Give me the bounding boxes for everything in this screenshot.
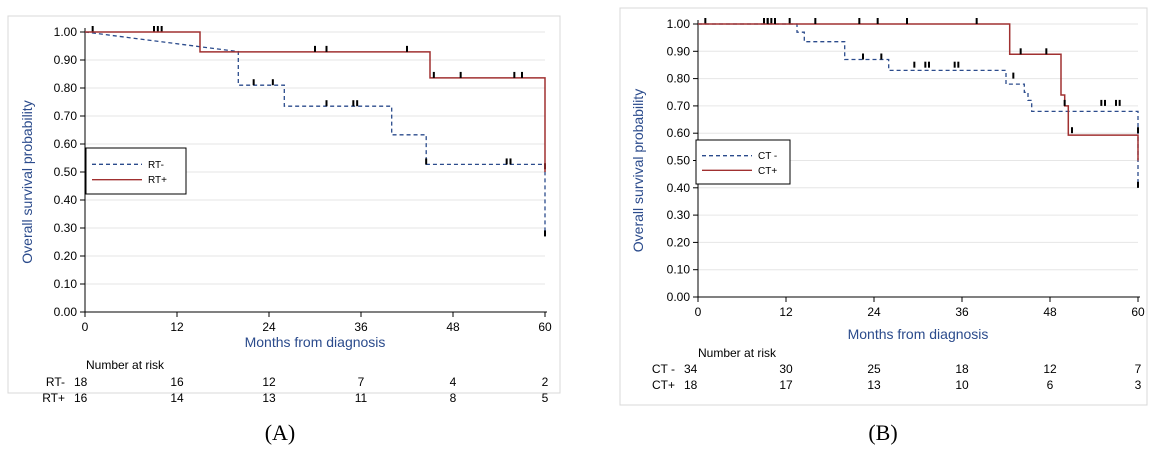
risk-count: 7 [358,375,365,389]
risk-row-label: RT- [46,375,65,389]
x-tick-label: 12 [170,320,184,334]
panel-caption: (A) [265,420,296,445]
y-tick-label: 0.70 [54,109,78,123]
y-tick-label: 1.00 [667,17,691,31]
risk-count: 6 [1047,378,1054,392]
y-tick-label: 0.80 [667,72,691,86]
x-axis-title: Months from diagnosis [848,326,989,342]
risk-row-label: CT+ [652,378,675,392]
y-tick-label: 0.00 [54,305,78,319]
risk-count: 34 [684,362,698,376]
risk-count: 16 [170,375,184,389]
survival-curve-with [698,23,1139,161]
risk-table-title: Number at risk [86,358,165,372]
x-tick-label: 24 [867,305,881,319]
x-tick-label: 36 [955,305,969,319]
panel-a: 0.00 0.10 0.20 0.30 0.40 0.50 0.60 0.70 0.80 0.90… [7,15,561,445]
risk-count: 8 [450,391,457,405]
risk-count: 5 [542,391,549,405]
y-tick-label: 0.30 [54,221,78,235]
risk-count: 25 [867,362,881,376]
risk-count: 13 [262,391,276,405]
risk-row-label: CT - [652,362,675,376]
legend-label: RT+ [148,175,167,186]
risk-count: 18 [74,375,88,389]
risk-count: 14 [170,391,184,405]
y-tick-label: 0.70 [667,99,691,113]
x-axis-title: Months from diagnosis [245,334,386,350]
figure-frame [7,15,561,394]
risk-table-title: Number at risk [698,346,777,360]
x-tick-label: 0 [82,320,89,334]
risk-count: 2 [542,375,549,389]
y-tick-label: 1.00 [54,25,78,39]
y-tick-label: 0.50 [54,165,78,179]
x-tick-label: 0 [695,305,702,319]
risk-count: 12 [1043,362,1057,376]
risk-count: 3 [1135,378,1142,392]
risk-count: 11 [355,391,368,405]
y-tick-label: 0.10 [667,263,691,277]
x-tick-label: 48 [1043,305,1057,319]
y-tick-label: 0.40 [54,193,78,207]
risk-count: 16 [74,391,88,405]
y-tick-label: 0.60 [54,137,78,151]
y-tick-label: 0.50 [667,154,691,168]
y-tick-label: 0.90 [54,53,78,67]
risk-row-label: RT+ [42,391,65,405]
legend-label: CT+ [758,166,777,177]
risk-count: 18 [955,362,969,376]
y-tick-label: 0.20 [54,249,78,263]
risk-count: 4 [450,375,457,389]
x-tick-label: 60 [538,320,552,334]
legend-box [85,147,187,195]
y-axis-title: Overall survival probability [630,89,646,252]
survival-curve-without [698,23,1139,188]
y-axis-title: Overall survival probability [19,100,35,263]
risk-count: 30 [779,362,793,376]
panel-caption: (B) [868,420,897,445]
survival-curve-with [85,31,546,172]
legend-label: RT- [148,160,164,171]
legend-box [695,139,791,185]
y-tick-label: 0.30 [667,208,691,222]
risk-count: 18 [684,378,698,392]
legend-label: CT - [758,151,777,162]
x-tick-label: 12 [779,305,793,319]
x-tick-label: 60 [1131,305,1145,319]
y-tick-label: 0.20 [667,235,691,249]
y-tick-label: 0.80 [54,81,78,95]
risk-count: 17 [779,378,793,392]
x-tick-label: 48 [446,320,460,334]
figure-frame [619,7,1148,406]
x-tick-label: 36 [354,320,368,334]
y-tick-label: 0.10 [54,277,78,291]
panel-b: 0.00 0.10 0.20 0.30 0.40 0.50 0.60 0.70 0.80 0.90… [619,7,1148,445]
y-tick-label: 0.40 [667,181,691,195]
y-tick-label: 0.90 [667,44,691,58]
risk-count: 13 [867,378,881,392]
risk-count: 12 [262,375,276,389]
y-tick-label: 0.60 [667,126,691,140]
survival-curve-without [84,31,546,237]
risk-count: 10 [955,378,969,392]
y-tick-label: 0.00 [667,290,691,304]
risk-count: 7 [1135,362,1142,376]
x-tick-label: 24 [262,320,276,334]
